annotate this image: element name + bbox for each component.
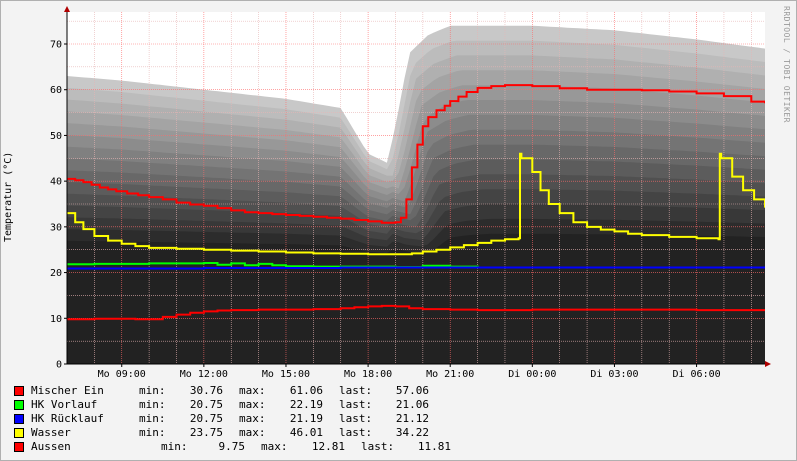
y-tick-label: 0: [56, 360, 62, 371]
x-tick-label: Mo 21:00: [426, 369, 474, 380]
legend-series-name: Wasser: [31, 426, 71, 439]
legend-series-name: Mischer Ein: [31, 384, 104, 397]
y-tick-label: 40: [50, 177, 62, 188]
legend-series-name: Aussen: [31, 440, 71, 453]
x-tick-label: Di 03:00: [590, 369, 638, 380]
legend-last-value: 34.22: [395, 426, 429, 439]
series-line-aussen: [67, 304, 765, 321]
legend-min-value: 9.75: [218, 440, 246, 453]
legend-series-name: HK Rücklauf: [31, 412, 104, 425]
legend-swatch: [14, 442, 24, 452]
legend-row: HK Rücklauf min: 20.75 max: 21.19 last: 21.12: [14, 412, 451, 426]
legend-max-value: 22.19: [289, 398, 323, 411]
legend-min-label: min:: [139, 384, 166, 397]
legend-last-value: 11.81: [417, 440, 451, 453]
x-axis-arrow: [765, 361, 771, 367]
x-tick-label: Di 00:00: [508, 369, 556, 380]
legend-max-label: max:: [261, 440, 288, 453]
legend-max-value: 61.06: [289, 384, 323, 397]
legend-last-label: last:: [339, 412, 373, 425]
y-axis-label: Temperatur (°C): [3, 151, 14, 242]
legend-last-value: 21.06: [395, 398, 429, 411]
legend-min-value: 23.75: [189, 426, 223, 439]
legend-series-name: HK Vorlauf: [31, 398, 98, 411]
legend-last-label: last:: [339, 398, 373, 411]
legend-swatch: [14, 414, 24, 424]
legend-max-label: max:: [239, 398, 266, 411]
y-tick-label: 20: [50, 268, 62, 279]
legend-last-value: 57.06: [395, 384, 429, 397]
grid-lines: [67, 12, 765, 364]
y-tick-label: 10: [50, 314, 62, 325]
y-tick-label: 50: [50, 131, 62, 142]
legend-min-value: 30.76: [189, 384, 223, 397]
legend-max-label: max:: [239, 412, 266, 425]
legend-swatch: [14, 428, 24, 438]
legend-row: Mischer Ein min: 30.76 max: 61.06 last: 57.06: [14, 384, 451, 398]
legend-last-label: last:: [339, 384, 373, 397]
legend-last-value: 21.12: [395, 412, 429, 425]
legend-swatch: [14, 386, 24, 396]
x-tick-label: Di 06:00: [672, 369, 720, 380]
legend-min-label: min:: [161, 440, 188, 453]
legend: Mischer Ein min: 30.76 max: 61.06 last: 57.06 H…: [14, 384, 451, 454]
legend-min-label: min:: [139, 412, 166, 425]
legend-max-value: 12.81: [311, 440, 345, 453]
y-tick-label: 70: [50, 40, 62, 51]
legend-max-label: max:: [239, 384, 266, 397]
legend-max-value: 21.19: [289, 412, 323, 425]
x-tick-label: Mo 12:00: [180, 369, 228, 380]
legend-last-label: last:: [339, 426, 373, 439]
legend-min-value: 20.75: [189, 398, 223, 411]
legend-row: Wasser min: 23.75 max: 46.01 last: 34.22: [14, 426, 451, 440]
y-tick-label: 60: [50, 85, 62, 96]
x-tick-label: Mo 18:00: [344, 369, 392, 380]
x-tick-label: Mo 09:00: [98, 369, 146, 380]
legend-min-label: min:: [139, 426, 166, 439]
temperature-chart: 0 10 20 30 40 50 60 70 Mo 09:00 Mo 12:00 Mo 15:00 M…: [50, 6, 771, 381]
watermark: RRDTOOL / TOBI OETIKER: [782, 6, 791, 123]
x-tick-label: Mo 15:00: [262, 369, 310, 380]
y-axis-arrow: [64, 6, 70, 12]
legend-max-label: max:: [239, 426, 266, 439]
series-line-hk-r-cklauf: [67, 266, 765, 270]
legend-row: Aussen min: 9.75 max: 12.81 last: 11.81: [14, 440, 451, 454]
legend-last-label: last:: [361, 440, 395, 453]
series-lines: [67, 84, 765, 321]
legend-swatch: [14, 400, 24, 410]
legend-row: HK Vorlauf min: 20.75 max: 22.19 last: 21.06: [14, 398, 451, 412]
series-line-wasser: [67, 152, 765, 256]
legend-min-value: 20.75: [189, 412, 223, 425]
axes: [64, 6, 771, 367]
legend-min-label: min:: [139, 398, 166, 411]
tick-labels: 0 10 20 30 40 50 60 70 Mo 09:00 Mo 12:00 Mo 15:00 M…: [50, 40, 721, 381]
background-band: [67, 268, 765, 364]
series-line-mischer-ein: [67, 84, 765, 224]
y-tick-label: 30: [50, 222, 62, 233]
legend-max-value: 46.01: [289, 426, 323, 439]
